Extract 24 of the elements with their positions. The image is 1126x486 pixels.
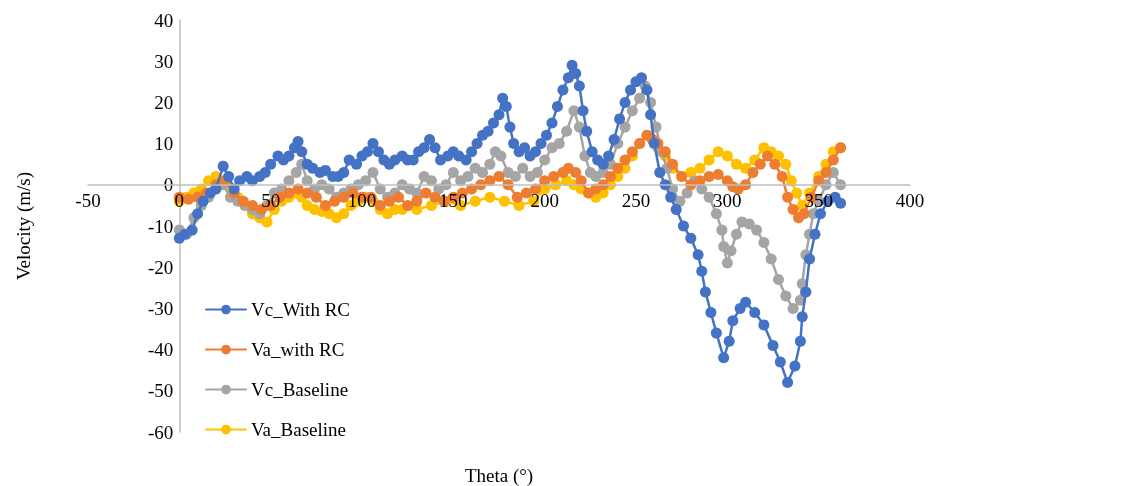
x-tick-label: -50 bbox=[75, 189, 101, 211]
y-tick-label: -50 bbox=[148, 380, 174, 402]
y-tick-label: 20 bbox=[154, 91, 174, 113]
y-tick-label: 30 bbox=[154, 50, 174, 72]
x-tick-label: 150 bbox=[439, 189, 468, 211]
y-tick-label: 10 bbox=[154, 133, 174, 155]
y-tick-label: -10 bbox=[148, 215, 174, 237]
y-tick-label: 40 bbox=[154, 9, 174, 31]
y-tick-label: -20 bbox=[148, 256, 174, 278]
x-tick-label: 400 bbox=[895, 189, 925, 211]
x-tick-label: 300 bbox=[713, 189, 742, 211]
y-tick-label: 0 bbox=[163, 174, 174, 196]
y-tick-label: -40 bbox=[148, 339, 174, 361]
legend-label: Va_with RC bbox=[251, 339, 345, 360]
x-axis-title: Theta (°) bbox=[464, 465, 534, 486]
x-tick-label: 350 bbox=[804, 189, 833, 211]
y-tick-label: -60 bbox=[148, 421, 174, 443]
y-axis-title: Velocity (m/s) bbox=[13, 171, 35, 281]
legend-label: Va_Baseline bbox=[251, 419, 346, 440]
x-tick-label: 250 bbox=[621, 189, 651, 211]
x-tick-label: 100 bbox=[347, 189, 377, 211]
y-tick-label: -30 bbox=[148, 297, 174, 319]
legend-label: Vc_With RC bbox=[251, 299, 350, 320]
legend-label: Vc_Baseline bbox=[251, 379, 349, 400]
